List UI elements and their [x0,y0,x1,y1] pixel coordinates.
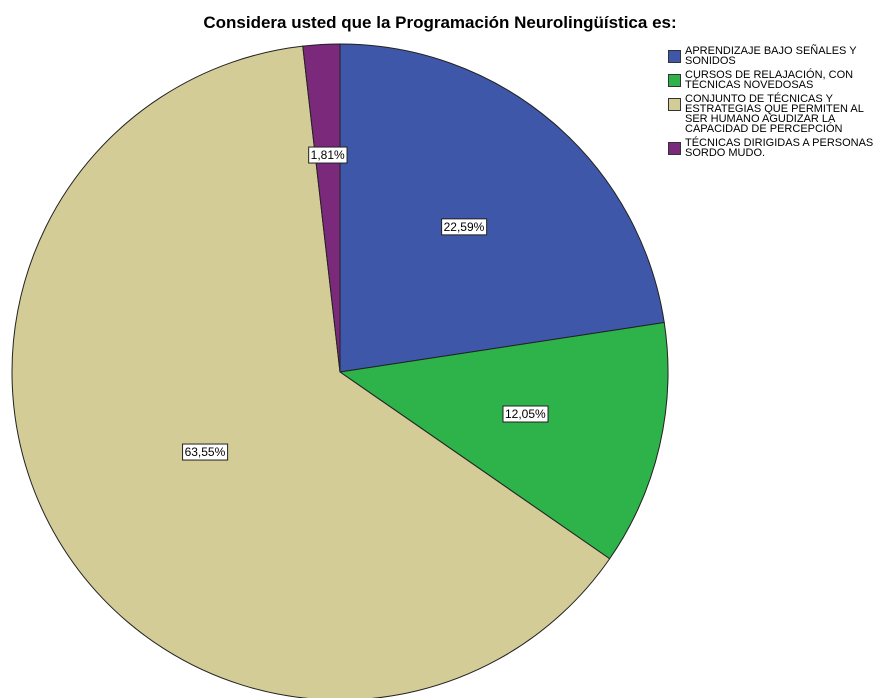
value-label: 22,59% [444,220,485,234]
value-label: 63,55% [185,445,226,459]
legend: APRENDIZAJE BAJO SEÑALES Y SONIDOS CURSOS… [668,46,879,162]
value-label-box: 1,81% [308,146,348,164]
value-label-box: 12,05% [502,405,549,423]
chart-title: Considera usted que la Programación Neur… [203,13,676,32]
pie-slice [338,321,669,560]
legend-entry: TÉCNICAS DIRIGIDAS A PERSONAS SORDO MUDO… [668,137,879,159]
value-label: 1,81% [311,148,345,162]
value-label-bg [182,443,229,461]
legend-label: CONJUNTO DE TÉCNICAS Y ESTRATEGIAS QUE P… [685,93,864,135]
legend-label: CURSOS DE RELAJACIÓN, CON TÉCNICAS NOVED… [685,69,854,91]
value-label-bg [308,146,348,164]
legend-swatch [668,142,681,155]
pie-slice [302,43,341,373]
legend-swatch [668,50,681,63]
legend-swatch [668,74,681,87]
legend-entry: CONJUNTO DE TÉCNICAS Y ESTRATEGIAS QUE P… [668,93,879,135]
value-label-bg [502,405,549,423]
legend-label: APRENDIZAJE BAJO SEÑALES Y SONIDOS [685,45,857,67]
legend-label: TÉCNICAS DIRIGIDAS A PERSONAS SORDO MUDO… [685,137,874,159]
value-label-box: 63,55% [182,443,229,461]
value-label-box: 22,59% [441,218,488,236]
pie-slice [339,43,665,373]
pie-slice [11,45,611,698]
value-label-bg [441,218,488,236]
legend-entry: APRENDIZAJE BAJO SEÑALES Y SONIDOS [668,45,879,67]
value-label: 12,05% [505,407,546,421]
legend-entry: CURSOS DE RELAJACIÓN, CON TÉCNICAS NOVED… [668,69,879,91]
legend-swatch [668,98,681,111]
